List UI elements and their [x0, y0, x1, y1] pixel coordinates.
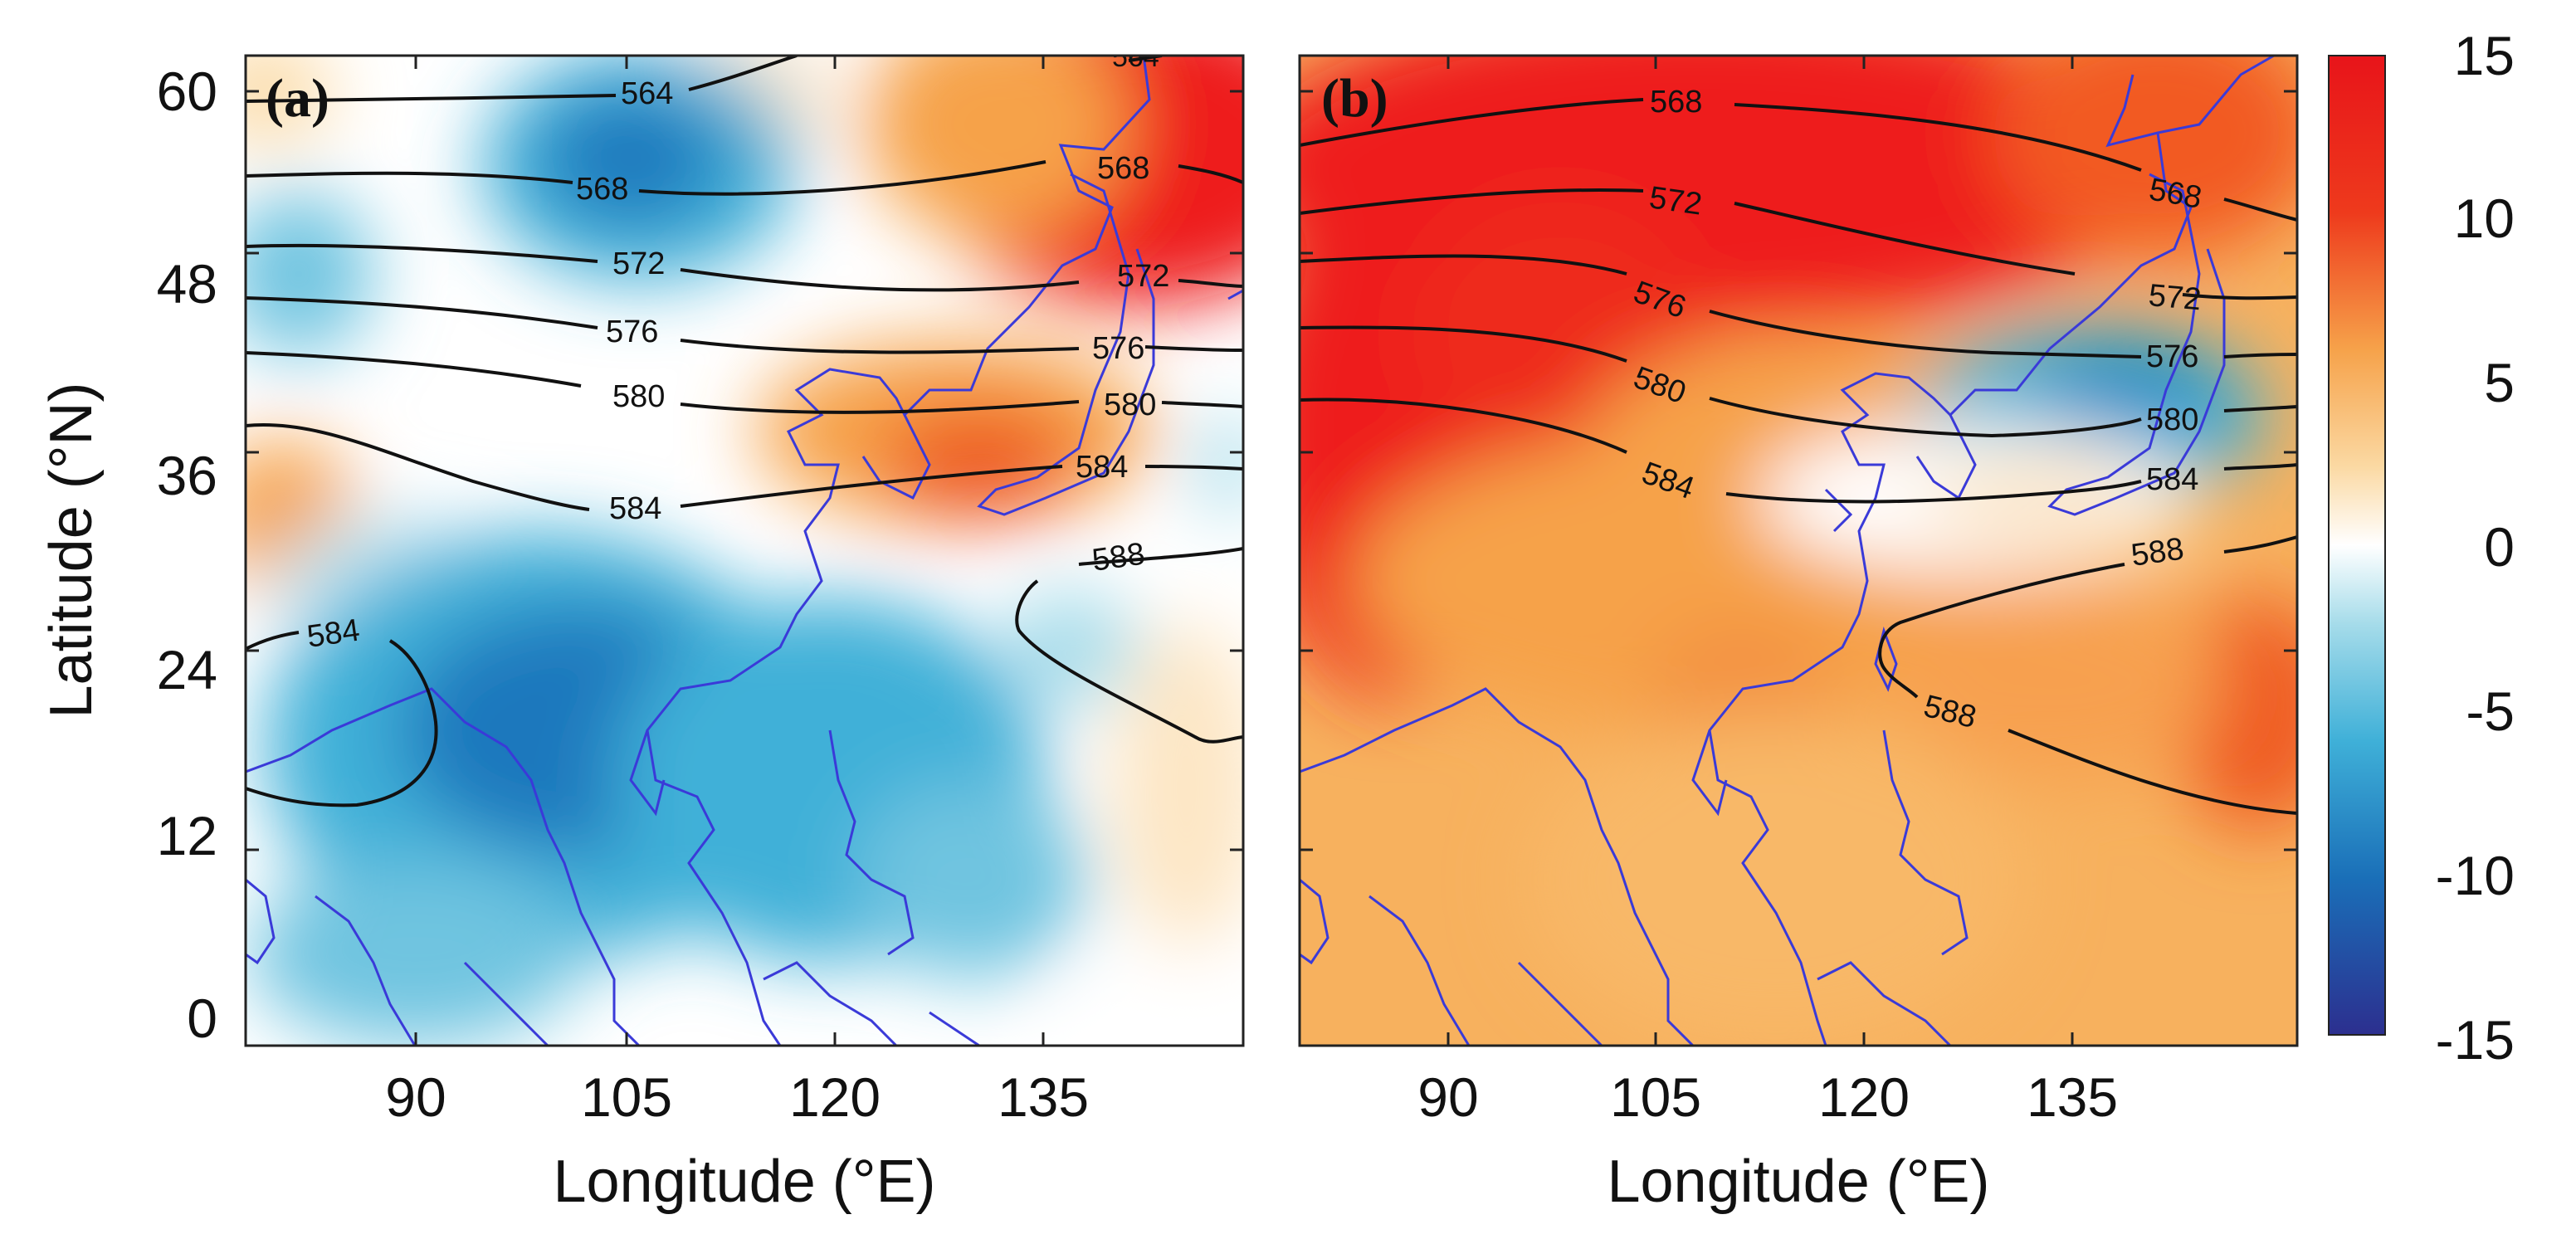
contour-576-b — [1300, 254, 2297, 359]
contour-label: 572 — [1647, 180, 1705, 222]
colorbar-tick-label: -10 — [2436, 845, 2515, 906]
panel-a-heatmap: 564 564 568 568 572 572 576 576 580 580 … — [246, 41, 1243, 1046]
panel-b-coastlines — [1300, 56, 2275, 1046]
contour-576-a — [246, 296, 1243, 354]
contour-568-a — [246, 160, 1243, 196]
contour-572-b — [1300, 188, 2297, 300]
panel-a-contour-labels: 564 564 568 568 572 572 576 576 580 580 … — [305, 41, 1169, 655]
contour-label: 568 — [1097, 151, 1149, 186]
x-tick-label: 90 — [1417, 1066, 1478, 1128]
colorbar-tick-label: 10 — [2454, 188, 2515, 249]
contour-label: 572 — [2147, 278, 2203, 317]
colorbar-tick-label: -15 — [2436, 1009, 2515, 1071]
colorbar-tick-label: -5 — [2466, 680, 2515, 742]
contour-580-a — [246, 351, 1243, 414]
panel-a-x-tick-labels: 90 105 120 135 — [385, 1066, 1089, 1128]
contour-label: 564 — [621, 76, 673, 111]
y-tick-label: 36 — [157, 445, 217, 506]
panel-b-contours — [1300, 98, 2297, 815]
colorbar-tick-label: 15 — [2454, 25, 2515, 86]
contour-584-a — [246, 423, 1243, 511]
y-tick-label: 48 — [157, 253, 217, 315]
contour-584-a-loop — [246, 631, 438, 807]
y-tick-label: 12 — [157, 805, 217, 866]
contour-label: 584 — [609, 491, 661, 526]
x-tick-label: 105 — [581, 1066, 672, 1128]
panel-a-coastlines — [246, 56, 1243, 1046]
panel-a-x-axis-label: Longitude (°E) — [553, 1149, 935, 1215]
contour-label: 576 — [1092, 331, 1144, 366]
panel-a-contours — [246, 56, 1243, 807]
panel-a-ticks — [246, 56, 1243, 1047]
contour-label: 588 — [2129, 531, 2186, 573]
contour-label: 584 — [2146, 462, 2198, 497]
colorbar-tick-label: 5 — [2484, 352, 2515, 413]
contour-label: 568 — [576, 172, 628, 207]
panel-b-x-tick-labels: 90 105 120 135 — [1417, 1066, 2118, 1128]
x-tick-label: 135 — [998, 1066, 1089, 1128]
contour-label: 584 — [305, 612, 362, 654]
x-tick-label: 105 — [1610, 1066, 1701, 1128]
contour-label: 576 — [2146, 339, 2198, 374]
panel-a-y-tick-labels: 60 48 36 24 12 0 — [157, 61, 217, 1049]
contour-584-b — [1300, 398, 2297, 504]
y-tick-label: 24 — [157, 639, 217, 700]
contour-568-b — [1300, 98, 2297, 222]
y-tick-label: 0 — [187, 988, 217, 1049]
colorbar-tick-label: 0 — [2484, 516, 2515, 578]
x-tick-label: 120 — [1818, 1066, 1910, 1128]
contour-588-a — [1015, 547, 1243, 744]
contour-588-b — [1878, 535, 2297, 815]
contour-564-a — [246, 56, 798, 103]
contour-label: 576 — [606, 315, 658, 349]
panel-b-x-axis-label: Longitude (°E) — [1607, 1149, 1989, 1215]
y-tick-label: 60 — [157, 61, 217, 122]
contour-label: 588 — [1090, 536, 1147, 578]
contour-label: 572 — [1117, 259, 1169, 294]
panel-b: 568 568 572 572 576 576 580 580 584 584 … — [1298, 54, 2299, 1215]
panel-a: 564 564 568 568 572 572 576 576 580 580 … — [38, 41, 1245, 1215]
contour-label: 568 — [1650, 85, 1702, 120]
contour-label: 572 — [612, 246, 665, 281]
contour-label: 580 — [612, 379, 665, 414]
contour-label: 580 — [1104, 388, 1156, 422]
x-tick-label: 90 — [385, 1066, 446, 1128]
contour-label: 584 — [1076, 450, 1128, 485]
x-tick-label: 135 — [2027, 1066, 2118, 1128]
colorbar-tick-labels: 15 10 5 0 -5 -10 -15 — [2436, 25, 2515, 1071]
contour-label: 580 — [2146, 402, 2198, 437]
panel-b-frame — [1298, 54, 2299, 1047]
panel-a-frame — [244, 54, 1245, 1047]
panel-b-ticks — [1300, 56, 2297, 1046]
contour-572-a — [246, 243, 1243, 292]
colorbar-scale — [2328, 55, 2386, 1036]
panel-b-heatmap: 568 568 572 572 576 576 580 580 584 584 … — [1300, 56, 2297, 1046]
panel-b-label: (b) — [1321, 68, 1388, 129]
x-tick-label: 120 — [789, 1066, 881, 1128]
colorbar: 15 10 5 0 -5 -10 -15 — [2328, 25, 2515, 1071]
contour-580-b — [1300, 325, 2297, 438]
contour-label: 564 — [1112, 41, 1159, 73]
y-axis-label: Latitude (°N) — [38, 383, 105, 719]
panel-a-label: (a) — [266, 68, 329, 129]
